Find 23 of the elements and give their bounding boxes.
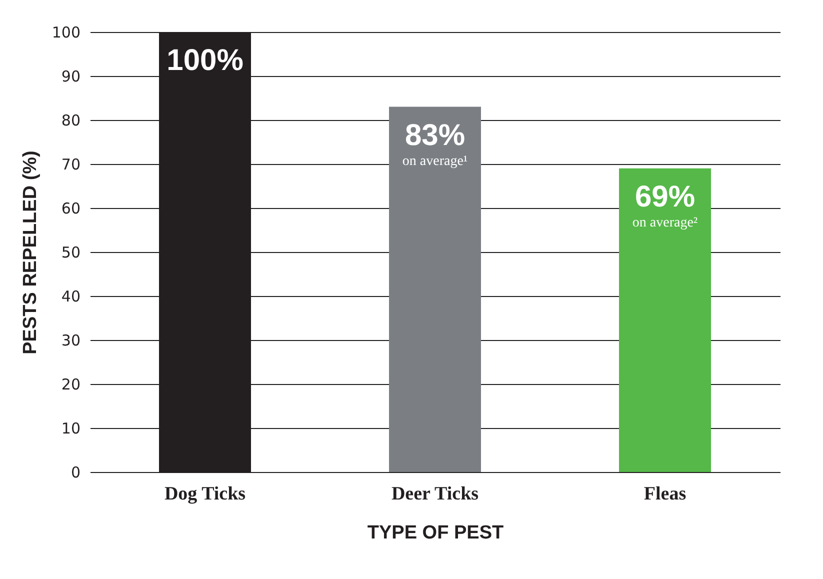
y-axis-title: PESTS REPELLED (%) (20, 150, 41, 354)
data-label: 83% (404, 118, 466, 152)
annotation: on average¹ (402, 154, 468, 169)
bar (619, 168, 711, 472)
y-tick-label: 70 (61, 156, 80, 174)
y-tick-label: 80 (61, 112, 80, 130)
y-tick-label: 0 (70, 464, 80, 482)
y-tick-label: 30 (61, 332, 80, 350)
data-label: 69% (634, 180, 696, 214)
y-tick-label: 90 (61, 68, 80, 86)
x-tick-label: Fleas (644, 484, 686, 504)
annotation: on average² (632, 215, 698, 230)
x-tick-label: Dog Ticks (164, 484, 246, 504)
y-tick-label: 60 (61, 200, 80, 218)
x-axis-title: TYPE OF PEST (367, 522, 504, 544)
y-tick-label: 10 (61, 420, 80, 438)
y-tick-label: 20 (61, 376, 80, 394)
y-tick-label: 50 (61, 244, 80, 262)
data-label: 100% (166, 44, 244, 77)
bar (389, 106, 481, 472)
x-tick-label: Deer Ticks (391, 484, 479, 504)
y-tick-label: 40 (61, 288, 80, 306)
y-tick-label: 100 (52, 24, 80, 42)
